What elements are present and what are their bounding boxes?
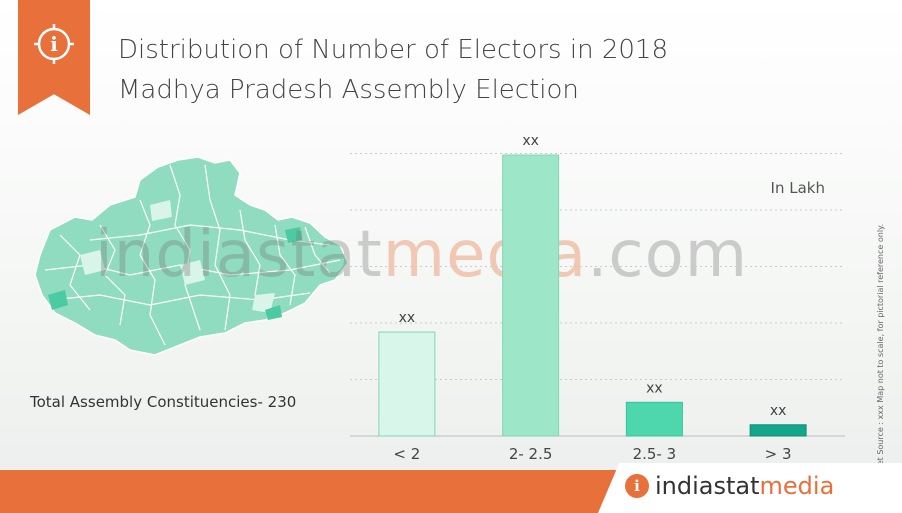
total-constituencies: Total Assembly Constituencies- 230 [30,393,297,411]
svg-text:i: i [50,32,58,56]
x-tick-label: > 3 [765,445,792,463]
title-line-1: Distribution of Number of Electors in 20… [118,35,668,65]
title-line-2: Madhya Pradesh Assembly Election [118,75,579,105]
footer-brand-2: media [759,472,835,500]
x-tick-label: 2.5- 3 [633,445,677,463]
bar [378,331,436,437]
unit-label: In Lakh [771,179,825,197]
footer-brand-1: indiastat [655,472,760,500]
source-note: © Datanet Source : xxx Map not to scale,… [876,223,885,500]
x-tick-label: < 2 [393,445,420,463]
x-tick-label: 2- 2.5 [509,445,553,463]
value-label: xx [522,133,539,149]
value-label: xx [399,310,416,326]
bar [502,154,560,437]
bar [625,401,683,437]
value-labels: xx xx xx xx [399,133,787,419]
value-label: xx [646,380,663,396]
value-label: xx [770,403,787,419]
x-tick-labels: < 2 2- 2.5 2.5- 3 > 3 [393,445,791,463]
logo-icon: i [625,474,649,498]
bar [749,424,807,437]
footer-logo: i indiastat media [625,472,834,500]
chart-title: Distribution of Number of Electors in 20… [118,30,668,110]
info-icon: i [34,24,74,64]
madhya-pradesh-map [34,156,349,356]
bars [378,154,807,437]
